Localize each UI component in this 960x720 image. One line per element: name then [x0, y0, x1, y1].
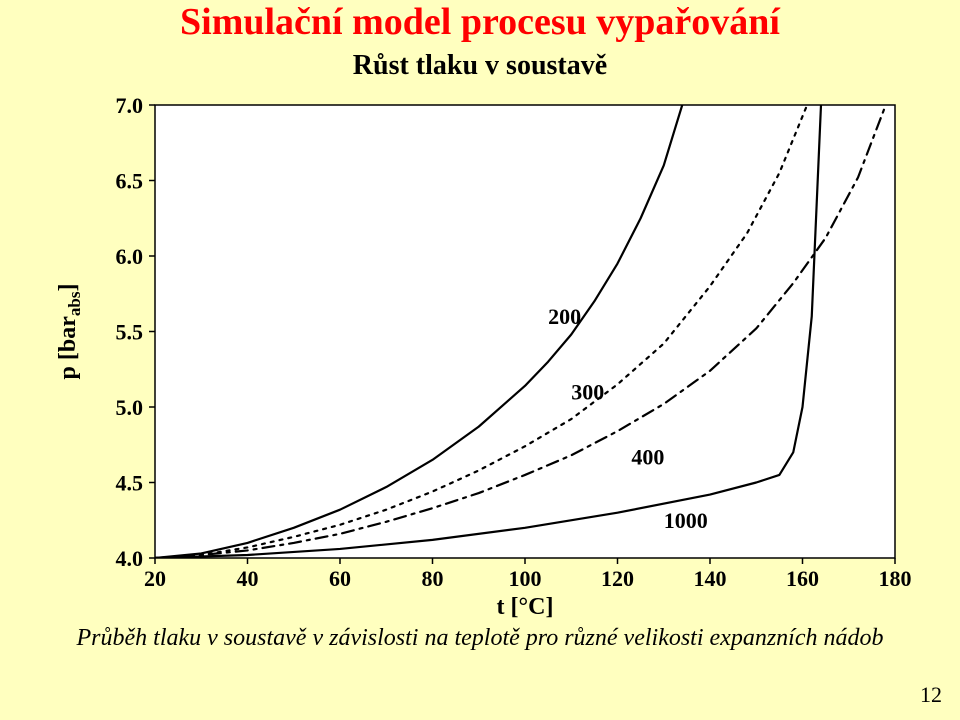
pressure-chart: 20 40 60 80 100 120 140 160 180 4.0 4.5 5.0 5.5 6.0 6.…	[45, 80, 915, 620]
svg-text:4.0: 4.0	[116, 546, 144, 571]
svg-text:p [barabs]: p [barabs]	[55, 284, 84, 380]
svg-text:160: 160	[786, 566, 819, 591]
svg-text:140: 140	[694, 566, 727, 591]
svg-text:80: 80	[422, 566, 444, 591]
slide-subtitle: Růst tlaku v soustavě	[0, 50, 960, 82]
svg-text:4.5: 4.5	[116, 471, 144, 496]
series-label-400: 400	[631, 444, 664, 469]
svg-text:20: 20	[144, 566, 166, 591]
svg-text:100: 100	[509, 566, 542, 591]
svg-text:t [°C]: t [°C]	[497, 594, 554, 620]
chart-caption: Průběh tlaku v soustavě v závislosti na …	[0, 625, 960, 652]
svg-text:5.0: 5.0	[116, 395, 144, 420]
page-number: 12	[920, 682, 942, 708]
svg-text:5.5: 5.5	[116, 320, 144, 345]
svg-text:6.5: 6.5	[116, 169, 144, 194]
series-label-200: 200	[548, 304, 581, 329]
svg-text:180: 180	[879, 566, 912, 591]
svg-text:120: 120	[601, 566, 634, 591]
chart-svg: 20 40 60 80 100 120 140 160 180 4.0 4.5 5.0 5.5 6.0 6.…	[45, 80, 915, 620]
svg-text:60: 60	[329, 566, 351, 591]
series-label-300: 300	[571, 379, 604, 404]
svg-text:6.0: 6.0	[116, 244, 144, 269]
slide-title: Simulační model procesu vypařování	[0, 0, 960, 44]
slide: Simulační model procesu vypařování Růst …	[0, 0, 960, 720]
series-label-1000: 1000	[664, 508, 708, 533]
svg-text:7.0: 7.0	[116, 93, 144, 118]
svg-text:40: 40	[237, 566, 259, 591]
